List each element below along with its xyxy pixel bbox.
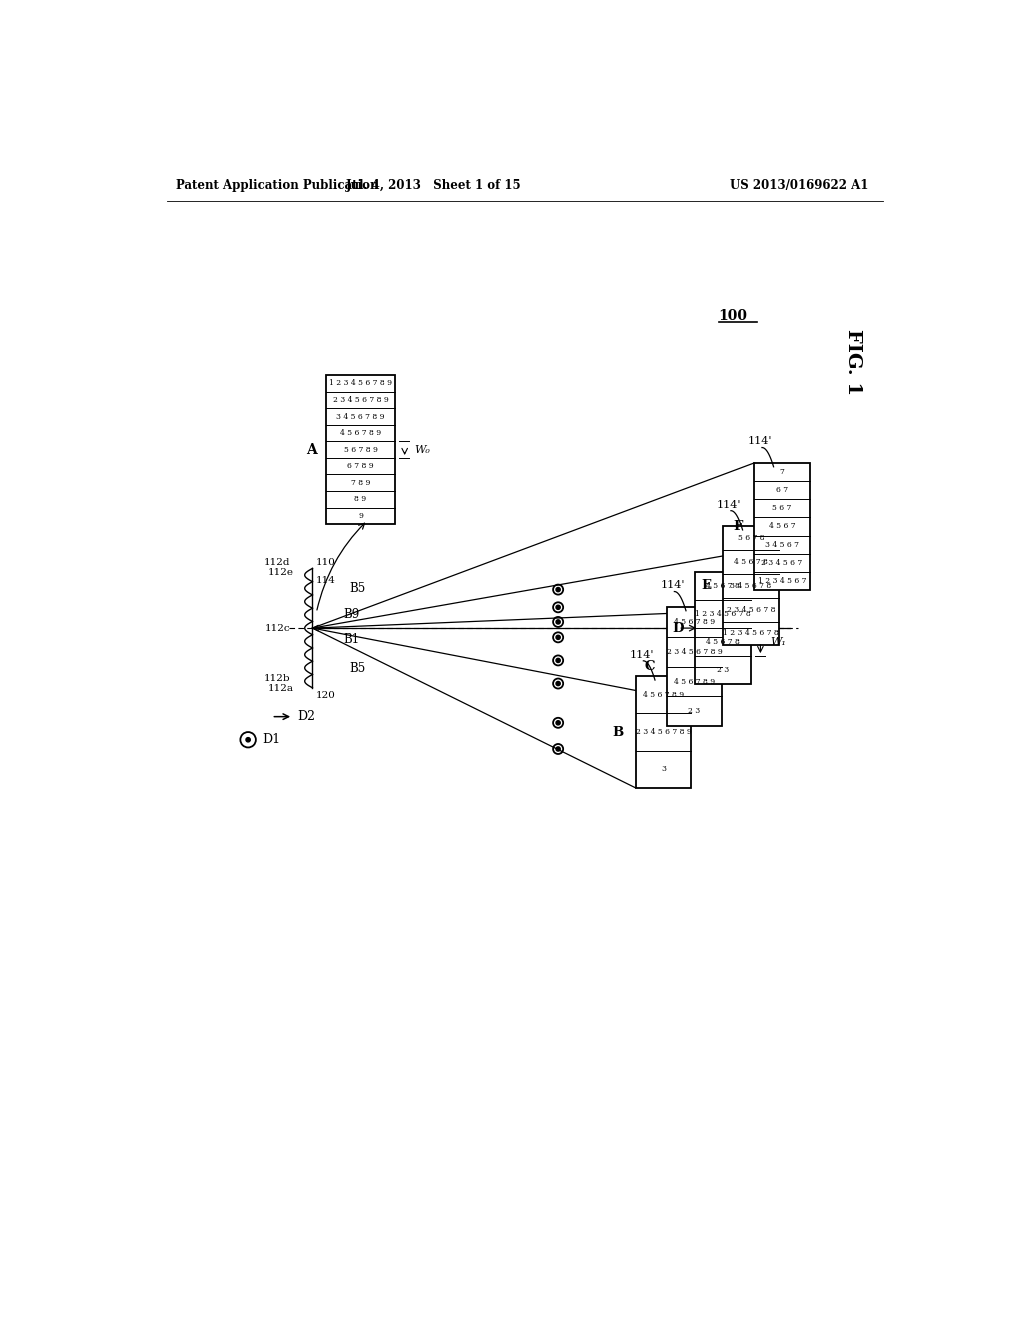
Text: W₀: W₀ [415, 445, 431, 454]
Text: Patent Application Publication: Patent Application Publication [176, 178, 379, 191]
Text: 2 3: 2 3 [688, 708, 700, 715]
Circle shape [556, 659, 560, 663]
Text: Jul. 4, 2013   Sheet 1 of 15: Jul. 4, 2013 Sheet 1 of 15 [346, 178, 522, 191]
Text: 3 4 5 6 7: 3 4 5 6 7 [765, 541, 799, 549]
Circle shape [556, 635, 560, 639]
Text: 4 5 6 7 8 9: 4 5 6 7 8 9 [340, 429, 381, 437]
Text: A: A [306, 442, 317, 457]
Text: 4 5 6 7: 4 5 6 7 [769, 523, 796, 531]
Text: FIG. 1: FIG. 1 [844, 330, 861, 396]
Text: 114: 114 [315, 576, 336, 585]
Text: D1: D1 [262, 733, 281, 746]
Text: 5 6 7: 5 6 7 [772, 504, 792, 512]
Text: F: F [733, 520, 742, 533]
Bar [667, 607, 722, 726]
Text: 1 2 3 4 5 6 7 8 9: 1 2 3 4 5 6 7 8 9 [329, 379, 392, 388]
Bar [636, 676, 691, 788]
Text: 4 5 6 7 8 9: 4 5 6 7 8 9 [674, 618, 715, 626]
Text: B9: B9 [343, 607, 359, 620]
Text: 112e: 112e [268, 568, 294, 577]
Text: D: D [672, 622, 684, 635]
Text: 114': 114' [660, 581, 685, 590]
Bar [326, 375, 395, 524]
Text: 4 5 6 7 8: 4 5 6 7 8 [707, 582, 740, 590]
Text: 6 7: 6 7 [776, 486, 788, 494]
Text: 114': 114' [717, 499, 741, 510]
Text: 3 4 5 6 7 8: 3 4 5 6 7 8 [730, 582, 772, 590]
Bar [695, 573, 751, 684]
Text: 4 5 6 7 8: 4 5 6 7 8 [734, 558, 768, 566]
Circle shape [246, 738, 250, 742]
Text: 3: 3 [662, 766, 666, 774]
Circle shape [556, 587, 560, 591]
Text: 114': 114' [630, 649, 654, 660]
Text: 5 6 7 8: 5 6 7 8 [737, 535, 764, 543]
Text: W₁: W₁ [770, 638, 786, 647]
Text: US 2013/0169622 A1: US 2013/0169622 A1 [730, 178, 868, 191]
Text: 1 2 3 4 5 6 7: 1 2 3 4 5 6 7 [758, 577, 806, 585]
Text: D2: D2 [297, 710, 315, 723]
Text: 1 2 3 4 5 6 7 8: 1 2 3 4 5 6 7 8 [695, 610, 751, 618]
Bar [755, 463, 810, 590]
Text: 2 3 4 5 6 7 8: 2 3 4 5 6 7 8 [727, 606, 775, 614]
Text: 2 3: 2 3 [717, 667, 729, 675]
Text: 7 8 9: 7 8 9 [351, 479, 371, 487]
Text: 2 3 4 5 6 7: 2 3 4 5 6 7 [762, 558, 803, 566]
Text: 3 4 5 6 7 8 9: 3 4 5 6 7 8 9 [336, 413, 385, 421]
Text: B: B [612, 726, 624, 739]
Text: 110: 110 [315, 558, 336, 568]
Circle shape [556, 605, 560, 610]
Text: 112b: 112b [263, 673, 290, 682]
Text: 2 3 4 5 6 7 8 9: 2 3 4 5 6 7 8 9 [636, 729, 691, 737]
Text: 2 3 4 5 6 7 8 9: 2 3 4 5 6 7 8 9 [667, 648, 722, 656]
Circle shape [556, 620, 560, 624]
Circle shape [556, 721, 560, 725]
Text: C: C [644, 660, 655, 673]
Bar [723, 527, 779, 645]
Circle shape [556, 681, 560, 685]
Text: 4 5 6 7 8: 4 5 6 7 8 [707, 638, 740, 645]
Text: 4 5 6 7 8 9: 4 5 6 7 8 9 [643, 690, 684, 698]
Text: 100: 100 [719, 309, 748, 323]
Text: B5: B5 [349, 661, 366, 675]
Text: 1 2 3 4 5 6 7 8: 1 2 3 4 5 6 7 8 [723, 630, 779, 638]
Text: 7: 7 [779, 469, 784, 477]
Text: 112c: 112c [264, 623, 290, 632]
Text: 2 3 4 5 6 7 8 9: 2 3 4 5 6 7 8 9 [333, 396, 388, 404]
Text: 5 6 7 8 9: 5 6 7 8 9 [344, 446, 378, 454]
Text: E: E [701, 579, 712, 593]
Text: B1: B1 [343, 634, 359, 647]
Text: 8 9: 8 9 [354, 495, 367, 503]
Text: 4 5 6 7 8 9: 4 5 6 7 8 9 [674, 677, 715, 685]
Text: 112d: 112d [263, 558, 290, 568]
Text: 114': 114' [748, 437, 772, 446]
Text: 120: 120 [315, 692, 336, 701]
Text: 112a: 112a [268, 684, 294, 693]
Text: B5: B5 [349, 582, 366, 594]
Circle shape [556, 747, 560, 751]
Text: 9: 9 [358, 512, 362, 520]
Text: 6 7 8 9: 6 7 8 9 [347, 462, 374, 470]
